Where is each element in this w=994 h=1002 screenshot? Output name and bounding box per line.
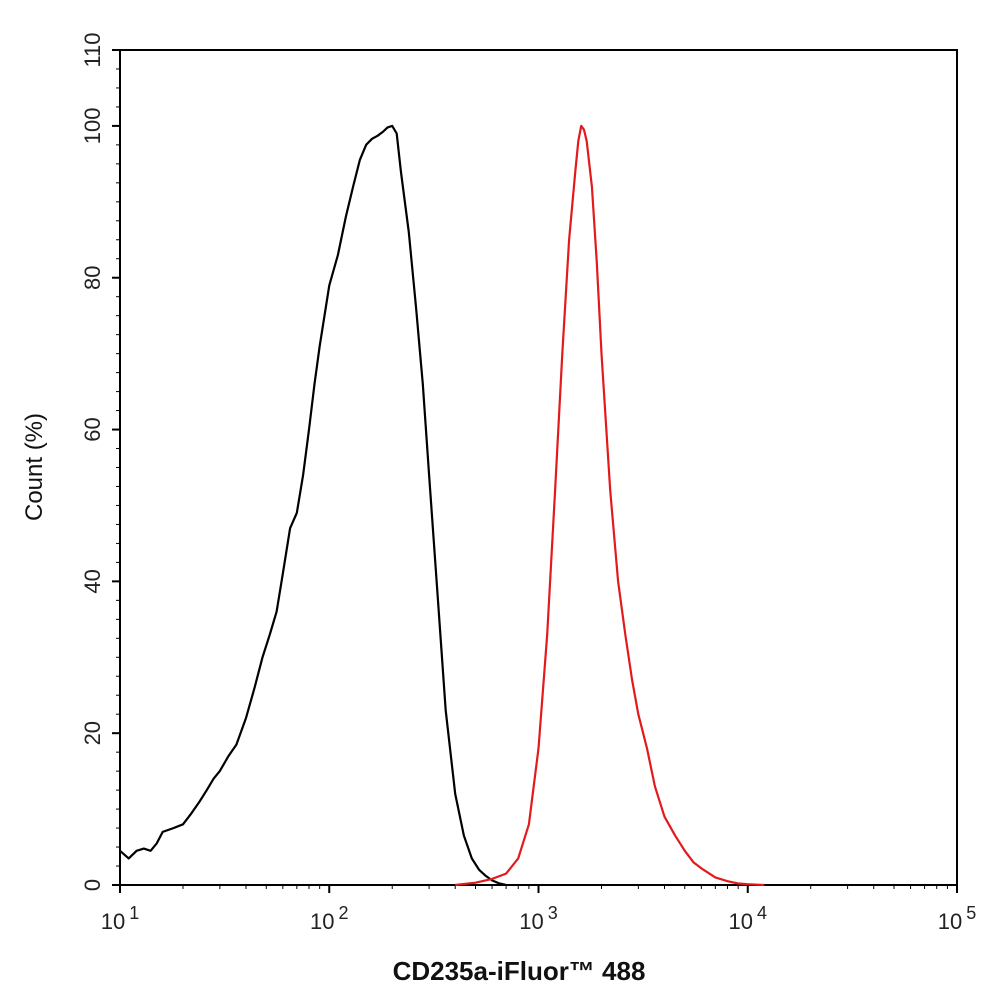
x-tick-base: 10 xyxy=(519,909,543,934)
x-tick-exponent: 2 xyxy=(338,903,348,923)
y-axis-ticks: 0 20 40 60 80 100 110 xyxy=(80,32,120,891)
x-tick-base: 10 xyxy=(310,909,334,934)
plot-frame xyxy=(119,49,958,886)
y-tick-label: 0 xyxy=(80,879,105,891)
series-line-1 xyxy=(119,124,507,887)
y-tick-label: 100 xyxy=(80,108,105,145)
y-tick-label: 110 xyxy=(80,32,105,67)
x-axis-title: CD235a-iFluor™ 488 xyxy=(393,956,646,986)
y-axis-title: Count (%) xyxy=(21,413,48,521)
x-tick-label: 10 5 xyxy=(938,903,977,934)
x-tick-base: 10 xyxy=(101,909,125,934)
x-tick-exponent: 3 xyxy=(548,903,558,923)
y-tick-label: 80 xyxy=(80,265,105,289)
x-tick-exponent: 4 xyxy=(757,903,767,923)
y-tick-label: 40 xyxy=(80,569,105,593)
y-tick-label: 20 xyxy=(80,721,105,745)
x-tick-base: 10 xyxy=(729,909,753,934)
y-tick-label: 60 xyxy=(80,417,105,441)
x-tick-base: 10 xyxy=(938,909,962,934)
x-axis-ticks: 10 1 10 2 10 3 10 4 10 5 xyxy=(101,885,977,934)
x-tick-exponent: 5 xyxy=(966,903,976,923)
x-tick-label: 10 4 xyxy=(729,903,768,934)
series-line-2 xyxy=(455,124,765,887)
x-tick-exponent: 1 xyxy=(129,903,139,923)
x-tick-label: 10 3 xyxy=(519,903,558,934)
series-layer xyxy=(119,124,765,887)
x-tick-label: 10 1 xyxy=(101,903,140,934)
x-tick-label: 10 2 xyxy=(310,903,349,934)
